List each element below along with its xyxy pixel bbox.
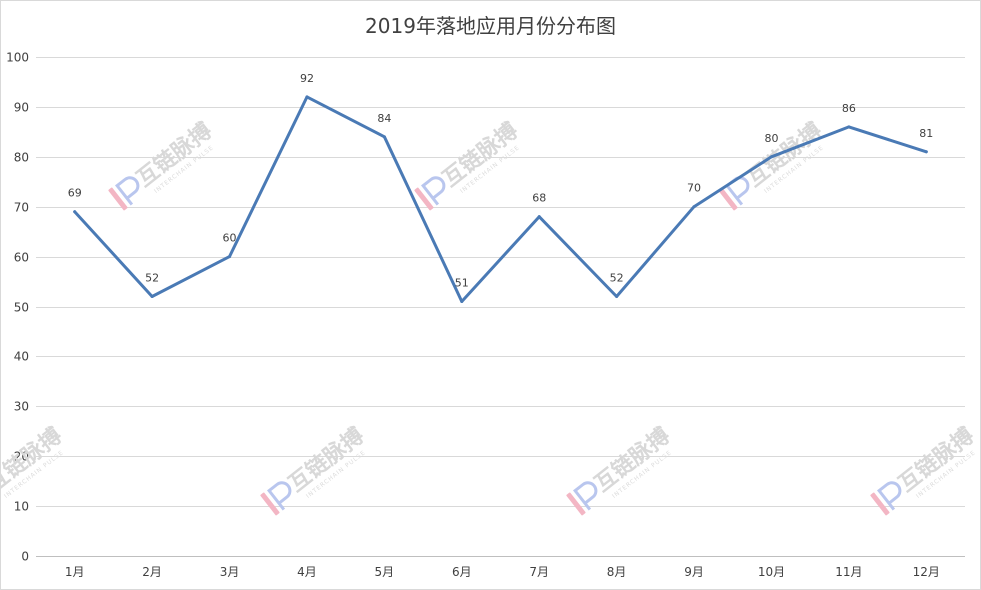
ip-logo-icon <box>876 481 902 511</box>
y-tick-label-90: 90 <box>14 101 29 115</box>
y-tick-label-40: 40 <box>14 350 29 364</box>
y-tick-label-70: 70 <box>14 201 29 215</box>
data-label-4: 92 <box>300 72 314 85</box>
x-tick-label-2: 2月 <box>142 565 162 579</box>
data-label-2: 52 <box>145 272 159 285</box>
ip-logo-icon <box>870 492 890 516</box>
ip-logo-icon <box>108 187 128 211</box>
ip-logo-icon <box>420 176 446 206</box>
data-label-6: 51 <box>455 277 469 290</box>
y-tick-label-50: 50 <box>14 301 29 315</box>
x-tick-label-9: 9月 <box>684 565 704 579</box>
x-tick-label-1: 1月 <box>65 565 85 579</box>
data-label-7: 68 <box>532 192 546 205</box>
data-point-12 <box>924 150 928 154</box>
y-tick-label-60: 60 <box>14 251 29 265</box>
y-tick-label-20: 20 <box>14 450 29 464</box>
data-labels: 69 52 60 92 84 51 68 52 70 80 86 81 <box>68 72 934 290</box>
ip-logo-icon <box>266 481 292 511</box>
data-label-12: 81 <box>919 127 933 140</box>
x-tick-label-12: 12月 <box>913 565 940 579</box>
y-tick-label-0: 0 <box>21 550 29 564</box>
data-label-8: 52 <box>610 272 624 285</box>
data-label-11: 86 <box>842 102 856 115</box>
x-tick-label-10: 10月 <box>758 565 785 579</box>
ip-logo-icon <box>566 492 586 516</box>
y-tick-label-80: 80 <box>14 151 29 165</box>
series-line-1 <box>73 95 928 303</box>
data-point-1 <box>73 210 77 214</box>
data-point-10 <box>769 155 773 159</box>
data-point-2 <box>150 295 154 299</box>
data-point-5 <box>382 135 386 139</box>
y-tick-label-30: 30 <box>14 400 29 414</box>
data-point-9 <box>692 205 696 209</box>
data-point-6 <box>460 300 464 304</box>
x-tick-label-7: 7月 <box>529 565 549 579</box>
data-label-1: 69 <box>68 187 82 200</box>
series-layer <box>73 95 928 304</box>
x-tick-label-4: 4月 <box>297 565 317 579</box>
y-axis-ticks: 0 10 20 30 40 50 60 70 80 90 100 <box>6 51 29 564</box>
ip-logo-icon <box>114 176 140 206</box>
ip-logo-icon <box>718 187 738 211</box>
x-tick-label-5: 5月 <box>375 565 395 579</box>
data-point-4 <box>305 95 309 99</box>
data-label-5: 84 <box>377 112 391 125</box>
data-point-7 <box>537 215 541 219</box>
x-tick-label-3: 3月 <box>220 565 240 579</box>
x-tick-label-6: 6月 <box>452 565 472 579</box>
y-tick-label-100: 100 <box>6 51 29 65</box>
data-point-8 <box>615 295 619 299</box>
chart-title: 2019年落地应用月份分布图 <box>365 14 616 38</box>
data-label-9: 70 <box>687 182 701 195</box>
ip-logo-icon <box>260 492 280 516</box>
data-point-11 <box>847 125 851 129</box>
ip-logo-icon <box>572 481 598 511</box>
x-tick-label-11: 11月 <box>835 565 862 579</box>
x-axis-ticks: 1月 2月 3月 4月 5月 6月 7月 8月 9月 10月 11月 12月 <box>65 565 940 579</box>
data-point-3 <box>228 255 232 259</box>
y-tick-label-10: 10 <box>14 500 29 514</box>
x-tick-label-8: 8月 <box>607 565 627 579</box>
data-label-3: 60 <box>223 232 237 245</box>
data-label-10: 80 <box>764 132 778 145</box>
ip-logo-icon <box>414 187 434 211</box>
